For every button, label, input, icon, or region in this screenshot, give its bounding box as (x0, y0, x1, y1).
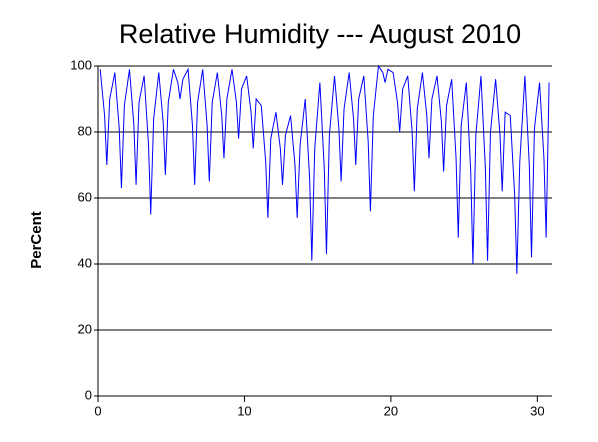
chart-title: Relative Humidity --- August 2010 (119, 19, 521, 49)
y-tick-label: 80 (78, 123, 92, 138)
y-tick-label: 20 (78, 321, 92, 336)
y-tick-label: 60 (78, 189, 92, 204)
x-tick-label: 10 (237, 403, 251, 418)
humidity-line (99, 64, 550, 274)
y-axis-label: PerCent (28, 211, 45, 269)
x-tick-label: 30 (530, 403, 544, 418)
y-tick-label: 0 (85, 387, 92, 402)
x-tick-label: 20 (384, 403, 398, 418)
y-tick-label: 40 (78, 255, 92, 270)
y-tick-label: 100 (70, 57, 92, 72)
x-tick-label: 0 (94, 403, 101, 418)
